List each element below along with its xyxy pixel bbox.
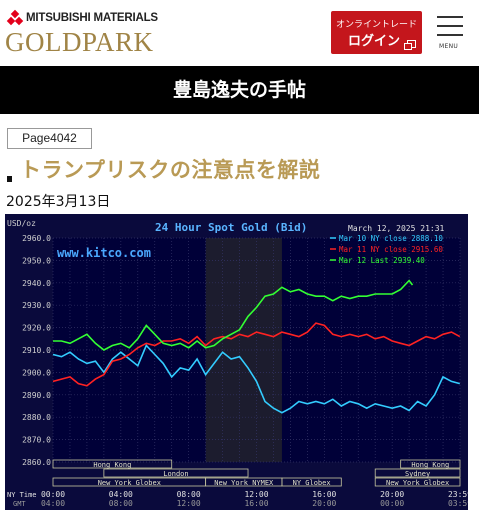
x-tick-gmt-label: 04:00 xyxy=(41,499,65,508)
y-tick-label: 2950.0 xyxy=(22,256,51,265)
x-tick-gmt-label: 16:00 xyxy=(244,499,268,508)
page-number-tag: Page4042 xyxy=(7,128,92,149)
y-tick-label: 2890.0 xyxy=(22,391,51,400)
title-marker xyxy=(7,176,12,182)
y-tick-label: 2870.0 xyxy=(22,436,51,445)
session-label: London xyxy=(163,470,188,478)
hamburger-bar xyxy=(437,25,463,27)
login-button[interactable]: オンライントレード ログイン xyxy=(331,11,422,54)
section-banner: 豊島逸夫の手帖 xyxy=(0,66,479,114)
session-label: Sydney xyxy=(405,470,430,478)
x-tick-label: 08:00 xyxy=(177,490,201,499)
y-tick-label: 2900.0 xyxy=(22,368,51,377)
x-tick-label: 20:00 xyxy=(380,490,404,499)
legend-label: Mar 10 NY close 2888.10 xyxy=(339,234,443,243)
x-tick-label: 23:59 xyxy=(448,490,468,499)
x-tick-label: 12:00 xyxy=(244,490,268,499)
x-axis-label-gmt: GMT xyxy=(13,500,26,508)
x-tick-gmt-label: 20:00 xyxy=(312,499,336,508)
gold-price-chart: 2960.0 2950.0 2940.0 2930.0 2920.0 2910.0 2900… xyxy=(5,214,468,510)
x-tick-gmt-label: 12:00 xyxy=(177,499,201,508)
menu-label: MENU xyxy=(439,43,459,50)
session-label: Hong Kong xyxy=(411,461,449,469)
login-sub-label: オンライントレード xyxy=(335,20,417,30)
brand-top: MITSUBISHI MATERIALS xyxy=(6,9,158,26)
session-label: NY Globex xyxy=(293,479,331,487)
external-link-icon xyxy=(404,40,416,50)
menu-button[interactable]: MENU xyxy=(437,16,463,52)
series-line-3 xyxy=(53,279,414,351)
series-line-2 xyxy=(52,322,461,387)
session-bar xyxy=(103,468,249,478)
article-title: トランプリスクの注意点を解説 xyxy=(20,158,321,182)
x-tick-gmt-label: 00:00 xyxy=(380,499,404,508)
chart-title: 24 Hour Spot Gold (Bid) xyxy=(155,221,307,234)
session-bar xyxy=(52,459,173,469)
y-tick-label: 2910.0 xyxy=(22,346,51,355)
nymex-shading xyxy=(205,238,282,462)
session-bar xyxy=(281,477,342,487)
y-tick-label: 2930.0 xyxy=(22,301,51,310)
y-tick-label: 2920.0 xyxy=(22,324,51,333)
chart-timestamp: March 12, 2025 21:31 xyxy=(348,224,445,233)
x-axis-label-ny: NY Time xyxy=(7,491,37,499)
session-label: New York NYMEX xyxy=(214,479,274,487)
y-tick-label: 2940.0 xyxy=(22,279,51,288)
session-bar xyxy=(374,468,461,478)
session-bar xyxy=(400,459,461,469)
session-label: Hong Kong xyxy=(93,461,131,469)
session-label: New York Globex xyxy=(98,479,161,487)
x-tick-label: 16:00 xyxy=(312,490,336,499)
session-bar xyxy=(374,477,461,487)
session-label: New York Globex xyxy=(386,479,449,487)
y-tick-label: 2860.0 xyxy=(22,458,51,467)
mitsubishi-logo-icon xyxy=(6,9,24,26)
y-tick-label: 2880.0 xyxy=(22,413,51,422)
site-header: MITSUBISHI MATERIALS GOLDPARK オンライントレード … xyxy=(0,0,479,66)
y-tick-label: 2960.0 xyxy=(22,234,51,243)
series-line-1 xyxy=(52,344,461,414)
login-label: ログイン xyxy=(348,34,401,49)
article-date: 2025年3月13日 xyxy=(6,194,111,210)
chart-watermark: www.kitco.com xyxy=(57,246,151,260)
legend-label: Mar 11 NY close 2915.60 xyxy=(339,245,443,254)
x-tick-gmt-label: 08:00 xyxy=(109,499,133,508)
y-unit-label: USD/oz xyxy=(7,219,36,228)
x-tick-label: 04:00 xyxy=(109,490,133,499)
x-tick-gmt-label: 03:59 xyxy=(448,499,468,508)
site-logo[interactable]: GOLDPARK xyxy=(5,27,154,57)
x-tick-label: 00:00 xyxy=(41,490,65,499)
hamburger-icon xyxy=(437,16,463,18)
brand-top-text: MITSUBISHI MATERIALS xyxy=(26,12,158,24)
legend-label: Mar 12 Last 2939.40 xyxy=(339,256,425,265)
hamburger-bar xyxy=(437,34,463,36)
chart-svg: 2960.0 2950.0 2940.0 2930.0 2920.0 2910.0 2900… xyxy=(5,214,468,510)
